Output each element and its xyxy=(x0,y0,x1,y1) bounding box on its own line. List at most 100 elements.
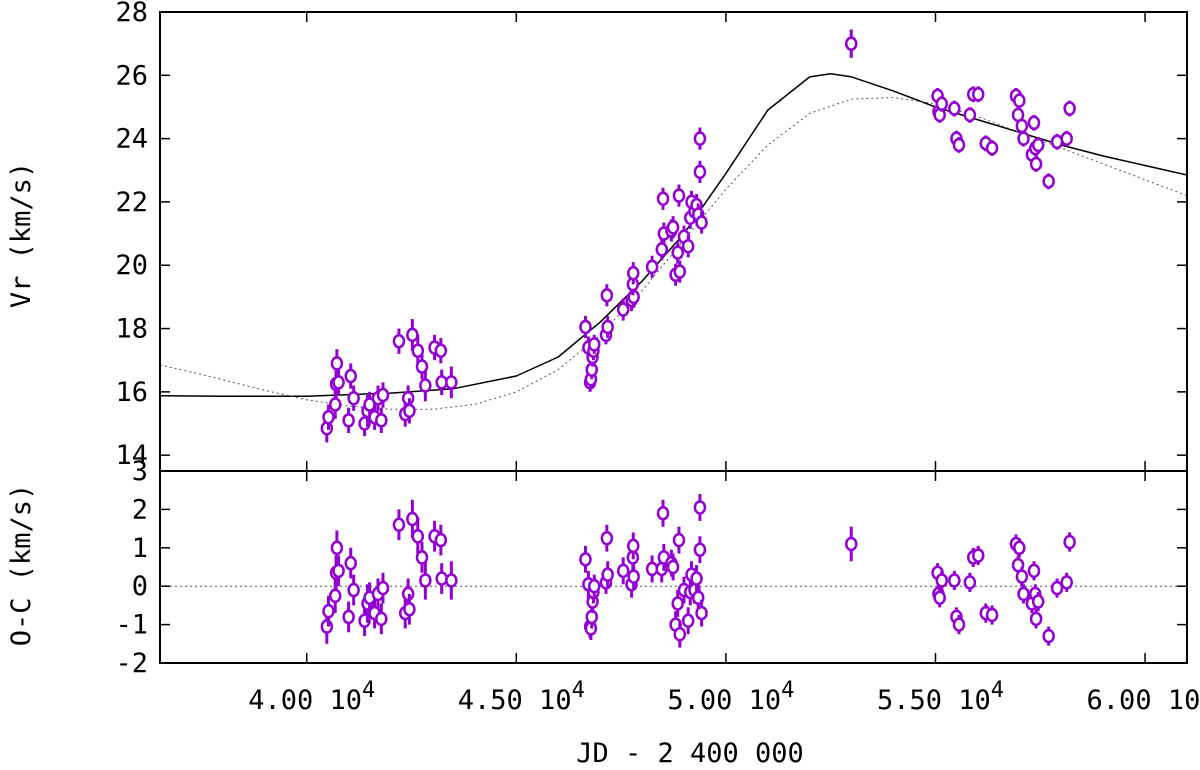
residual-point xyxy=(1050,578,1064,598)
residual-point-marker xyxy=(434,532,448,548)
observation-point-marker xyxy=(1015,118,1029,134)
residual-point xyxy=(600,524,614,552)
observation-point xyxy=(672,184,686,207)
residual-point xyxy=(415,542,429,573)
residual-point xyxy=(695,599,708,627)
observation-point-marker xyxy=(445,375,458,390)
observation-point xyxy=(971,86,985,103)
observation-point-marker xyxy=(375,413,388,428)
orbit-model-curve xyxy=(160,72,1187,398)
residual-point xyxy=(1063,532,1076,552)
observation-point xyxy=(844,29,858,58)
residual-point xyxy=(693,494,707,521)
residual-point xyxy=(330,530,344,566)
residual-point-marker xyxy=(445,573,458,588)
residual-point-marker xyxy=(1027,563,1041,579)
observation-point-marker xyxy=(579,319,592,335)
observation-point xyxy=(344,363,357,389)
residual-point-marker xyxy=(322,603,335,619)
observation-point xyxy=(434,338,448,364)
observation-point-marker xyxy=(844,36,858,51)
residual-point-marker xyxy=(328,588,342,604)
observation-point xyxy=(1029,156,1043,172)
residual-point xyxy=(375,603,388,635)
observation-point-marker xyxy=(419,378,432,393)
observation-point-marker xyxy=(376,387,390,403)
observation-point-marker xyxy=(344,368,357,384)
observation-point-marker xyxy=(645,259,659,275)
residual-point-marker xyxy=(681,613,695,629)
residual-point-marker xyxy=(656,505,670,521)
residual-point-marker xyxy=(1017,586,1030,602)
residual-point xyxy=(985,605,999,625)
residual-point-marker xyxy=(1029,611,1043,627)
residual-point xyxy=(434,524,448,556)
residual-point xyxy=(844,526,858,562)
observation-point xyxy=(627,262,640,285)
residual-point xyxy=(627,532,640,560)
residual-point-marker xyxy=(406,511,419,527)
observation-point-marker xyxy=(985,140,999,156)
y-tick-label: 22 xyxy=(115,187,148,218)
residual-point-marker xyxy=(403,601,416,617)
observation-point xyxy=(347,385,360,411)
residual-point xyxy=(342,601,355,633)
observation-point-marker xyxy=(673,264,687,279)
residual-point xyxy=(347,574,360,606)
residual-point-marker xyxy=(342,609,355,625)
observation-point-marker xyxy=(1031,137,1045,153)
bottom-panel-y-axis: -2 -1 0 1 2 3 xyxy=(115,456,1187,679)
observation-point-marker xyxy=(330,356,344,371)
plot-frames xyxy=(159,11,1188,664)
residual-point-marker xyxy=(392,517,406,533)
y-tick-label: 3 xyxy=(132,456,148,487)
residual-point xyxy=(971,545,985,566)
observation-point-marker xyxy=(347,390,360,406)
residual-point xyxy=(1017,584,1030,604)
residual-point-marker xyxy=(320,619,334,634)
observation-point xyxy=(673,260,687,283)
residual-point-marker xyxy=(693,542,707,557)
bottom-y-axis-label: O-C (km/s) xyxy=(6,484,37,647)
y-tick-label: 14 xyxy=(115,440,148,471)
observation-point-marker xyxy=(588,337,601,352)
residual-point xyxy=(673,620,687,648)
y-tick-label: 24 xyxy=(115,124,148,155)
observation-point-marker xyxy=(971,87,985,102)
y-tick-label: 28 xyxy=(115,0,148,28)
x-axis-label: JD - 2 400 000 xyxy=(576,738,804,769)
observation-point xyxy=(415,353,429,380)
residual-point-marker xyxy=(844,536,858,552)
observation-point xyxy=(332,369,345,396)
top-panel: 14 16 18 20 22 24 26 28 xyxy=(115,0,1187,471)
observation-point-marker xyxy=(655,242,669,257)
residual-point-marker xyxy=(672,532,686,548)
y-tick-label: -2 xyxy=(115,648,148,679)
y-tick-label: 26 xyxy=(115,60,148,91)
observation-point xyxy=(666,216,680,239)
observation-point xyxy=(948,100,961,117)
observation-point-marker xyxy=(600,288,614,303)
residual-point xyxy=(601,561,614,589)
observation-point xyxy=(693,127,707,150)
observation-point xyxy=(392,328,406,354)
observation-point xyxy=(585,360,599,380)
residual-point-marker xyxy=(435,571,448,586)
residual-point-marker xyxy=(690,571,703,586)
x-tick-exponent: 4 xyxy=(781,678,794,703)
observation-point xyxy=(671,241,684,264)
observation-point xyxy=(935,95,949,112)
observation-point-marker xyxy=(681,238,695,254)
residual-point xyxy=(392,509,406,541)
residual-point-marker xyxy=(376,580,390,596)
top-panel-observations xyxy=(320,29,1076,443)
residual-point-marker xyxy=(1013,540,1026,556)
observation-point xyxy=(655,238,669,261)
observation-point-marker xyxy=(952,137,966,153)
observation-point xyxy=(1050,133,1064,150)
residual-point-marker xyxy=(695,605,708,621)
observation-point-marker xyxy=(693,131,707,146)
bottom-panel-residuals xyxy=(320,494,1076,648)
observation-point-marker xyxy=(695,215,708,230)
observation-point xyxy=(985,140,999,157)
